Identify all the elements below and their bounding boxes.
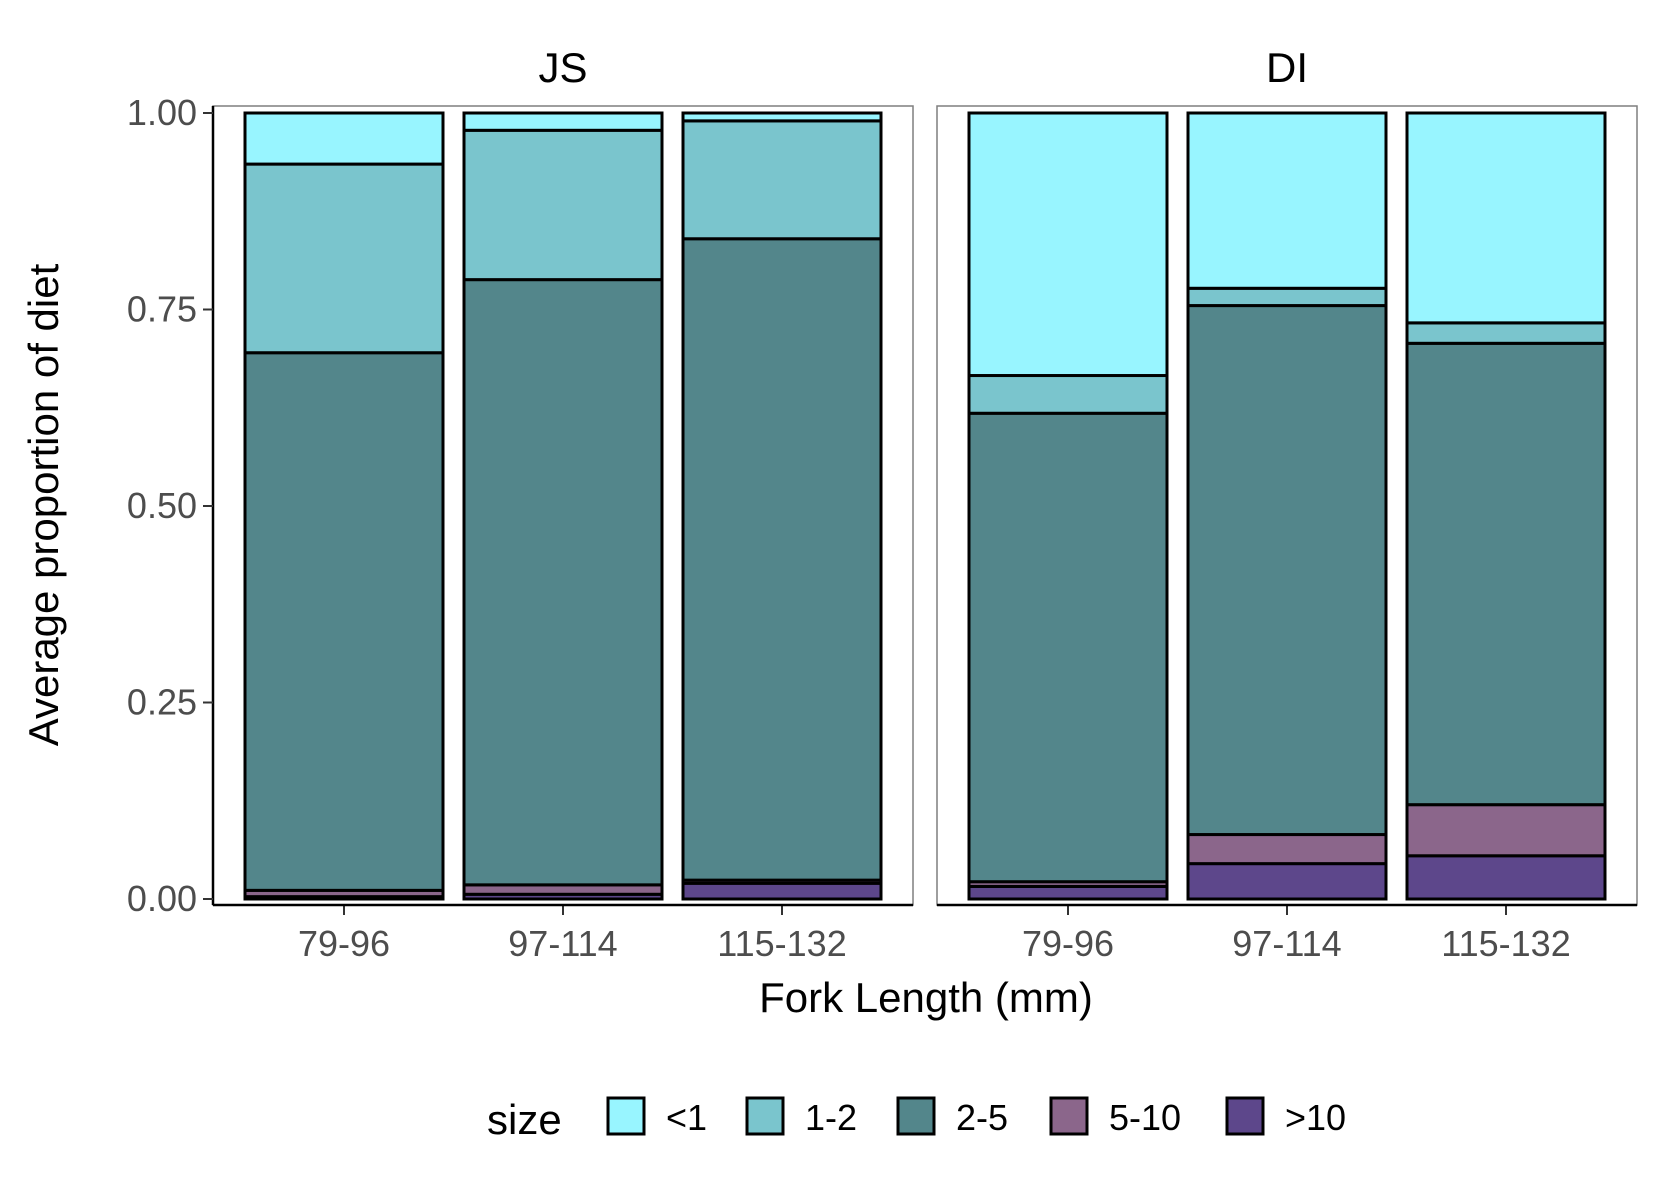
bar-segment-di-97-114-2-5: [1186, 304, 1388, 837]
y-axis-title: Average proportion of diet: [20, 263, 67, 746]
bar-segment-js-79-96-1-2: [243, 162, 445, 355]
legend-key: [1049, 1096, 1089, 1136]
legend-label: 5-10: [1109, 1097, 1181, 1138]
y-tick-label: 0.00: [127, 878, 197, 919]
panels: JS 79-96 97-114 115-132 DI 79-96 97-114 115-132: [212, 44, 1638, 964]
legend-key: [606, 1096, 646, 1136]
bar-segment-js-97-114-2-5: [462, 278, 664, 887]
legend-item: >10: [1225, 1096, 1346, 1138]
y-tick-label: 1.00: [127, 92, 197, 133]
x-axis-title: Fork Length (mm): [759, 974, 1093, 1021]
bar-segment-di-97-114->10: [1186, 862, 1388, 901]
bar-segment-di-115-132-5-10: [1405, 803, 1607, 858]
y-tick-label: 0.75: [127, 289, 197, 330]
bar-segment-js-115-132-<1: [681, 111, 883, 123]
y-tick-label: 0.50: [127, 485, 197, 526]
panel-js: JS 79-96 97-114 115-132: [212, 44, 914, 964]
bar-segment-di-115-132-<1: [1405, 111, 1607, 325]
legend-label: 2-5: [956, 1097, 1008, 1138]
bar-segment-js-79-96-2-5: [243, 351, 445, 892]
x-tick-label: 79-96: [298, 923, 390, 964]
x-tick-label: 115-132: [717, 923, 846, 964]
legend-label: 1-2: [805, 1097, 857, 1138]
legend-item: 5-10: [1049, 1096, 1181, 1138]
legend-label: >10: [1285, 1097, 1346, 1138]
bar-segment-di-79-96->10: [967, 884, 1169, 901]
y-axis: 0.00 0.25 0.50 0.75 1.00: [127, 92, 215, 919]
bar-segment-js-115-132-2-5: [681, 237, 883, 882]
bar-segment-js-79-96-<1: [243, 111, 445, 166]
bar-segment-di-79-96-<1: [967, 111, 1169, 378]
strip-label: JS: [538, 44, 587, 91]
bar-segment-di-79-96-2-5: [967, 411, 1169, 884]
bar-segment-di-115-132-1-2: [1405, 321, 1607, 345]
legend-key: [745, 1096, 785, 1136]
bar-segment-di-79-96-1-2: [967, 374, 1169, 415]
x-tick-label: 97-114: [1232, 923, 1341, 964]
bar-segment-js-115-132->10: [681, 881, 883, 901]
legend-label: <1: [666, 1097, 707, 1138]
bar-segment-di-97-114-<1: [1186, 111, 1388, 290]
bar-segment-js-97-114-<1: [462, 111, 664, 132]
legend-title: size: [487, 1096, 562, 1143]
bar-segment-di-115-132->10: [1405, 854, 1607, 901]
y-tick-label: 0.25: [127, 682, 197, 723]
bar-segment-di-115-132-2-5: [1405, 341, 1607, 807]
bar-segment-js-115-132-1-2: [681, 119, 883, 241]
legend-key: [1225, 1096, 1265, 1136]
strip-label: DI: [1266, 44, 1308, 91]
x-tick-label: 97-114: [508, 923, 617, 964]
x-tick-label: 115-132: [1441, 923, 1570, 964]
legend: size <1 1-2 2-5 5-10 >10: [487, 1096, 1346, 1143]
bar-segment-di-97-114-1-2: [1186, 286, 1388, 308]
legend-item: 2-5: [896, 1096, 1008, 1138]
bar-segment-di-97-114-5-10: [1186, 833, 1388, 866]
bar-segment-js-97-114-1-2: [462, 128, 664, 282]
legend-item: <1: [606, 1096, 707, 1138]
panel-di: DI 79-96 97-114 115-132: [936, 44, 1638, 964]
legend-item: 1-2: [745, 1096, 857, 1138]
legend-key: [896, 1096, 936, 1136]
x-tick-label: 79-96: [1022, 923, 1114, 964]
